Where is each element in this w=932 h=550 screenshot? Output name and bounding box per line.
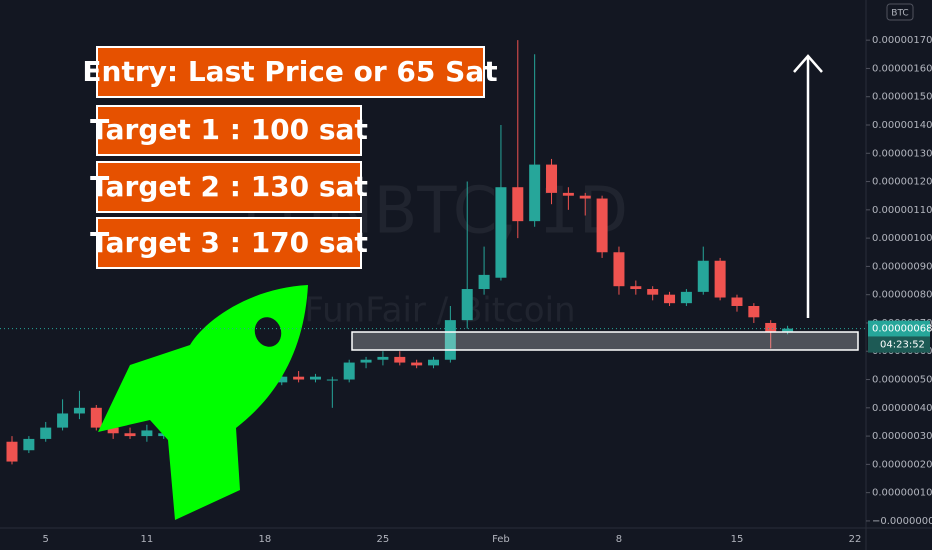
candle-body [293, 376, 305, 380]
y-tick-label: 0.00000020 [872, 459, 932, 470]
candle-body [309, 376, 321, 380]
y-tick-label: 0.00000160 [872, 63, 932, 74]
annotation-text: Target 1 : 100 sat [90, 113, 368, 146]
candle-body [360, 359, 372, 363]
candle-body [444, 320, 456, 360]
candle-body [478, 274, 490, 290]
y-tick-label: 0.00000100 [872, 233, 932, 244]
y-tick-label: 0.00000130 [872, 148, 932, 159]
candle-body [697, 260, 709, 292]
candle-body [40, 427, 52, 439]
y-tick-label: 0.00000120 [872, 177, 932, 188]
candle-body [107, 427, 119, 434]
x-tick-label: 8 [616, 534, 622, 545]
annotation-text: Target 3 : 170 sat [90, 226, 368, 259]
support-zone [351, 331, 859, 351]
watermark-subtitle: FunFair / Bitcoin [304, 291, 575, 331]
currency-label: BTC [891, 9, 908, 19]
candle-body [596, 198, 608, 253]
last-price-badge [868, 320, 930, 337]
x-tick-label: 22 [849, 534, 862, 545]
annotation-box: Target 1 : 100 sat [90, 105, 368, 156]
x-tick-label: 5 [43, 534, 49, 545]
candle-body [90, 407, 102, 428]
candle-body [428, 359, 439, 366]
candle-body [748, 305, 760, 318]
y-tick-label: 0.00000040 [872, 403, 932, 414]
candle-body [6, 441, 18, 462]
candle-body [326, 379, 338, 381]
candle-body [512, 187, 524, 222]
y-tick-label: 0.00000140 [872, 120, 932, 131]
candle-body [680, 291, 692, 304]
y-tick-label: 0.00000150 [872, 92, 932, 103]
candle-body [664, 294, 676, 304]
candle-body [630, 286, 642, 290]
annotation-box: Target 3 : 170 sat [90, 217, 368, 269]
y-tick-label: 0.00000080 [872, 290, 932, 301]
annotation-box: Target 2 : 130 sat [90, 161, 368, 213]
candle-body [394, 356, 406, 363]
annotation-text: Target 2 : 130 sat [90, 170, 368, 203]
x-tick-label: 15 [731, 534, 744, 545]
candle-body [141, 430, 153, 437]
candle-body [23, 438, 35, 451]
y-tick-label: 0.00000030 [872, 431, 932, 442]
x-tick-label: 11 [141, 534, 154, 545]
candle-body [73, 407, 85, 414]
countdown-badge [868, 336, 930, 353]
x-tick-label: 25 [377, 534, 390, 545]
candle-body [714, 260, 726, 298]
candle-body [647, 289, 659, 295]
x-tick-label: Feb [492, 534, 510, 545]
candle-body [546, 164, 558, 193]
y-tick-label: 0.00000170 [872, 35, 932, 46]
candle-body [377, 356, 389, 360]
annotation-text: Entry: Last Price or 65 Sat [82, 55, 497, 88]
arrow [793, 54, 823, 318]
candle-body [343, 362, 355, 380]
candle-body [579, 195, 591, 199]
y-tick-label: 0.00000050 [872, 375, 932, 386]
candle-body [529, 164, 541, 222]
candle-body [562, 192, 574, 196]
y-tick-label: 0.00000010 [872, 488, 932, 499]
y-tick-label: 0.00000090 [872, 261, 932, 272]
candle-body [731, 297, 743, 306]
last-price-label: 0.00000068 [872, 324, 932, 335]
rocket [98, 285, 308, 520]
candle-body [411, 362, 423, 366]
candle-body [124, 433, 136, 437]
candle-body [613, 252, 625, 287]
candle-body [461, 289, 473, 321]
y-tick-label: 0.00000110 [872, 205, 932, 216]
candle-body [57, 413, 69, 428]
countdown-label: 04:23:52 [880, 340, 925, 351]
candle-body [495, 187, 507, 278]
x-tick-label: 18 [259, 534, 272, 545]
candle-body [765, 322, 777, 332]
currency-badge [886, 3, 914, 21]
candle-body [276, 376, 288, 383]
candle-body [782, 328, 794, 332]
annotation-box: Entry: Last Price or 65 Sat [82, 46, 498, 98]
